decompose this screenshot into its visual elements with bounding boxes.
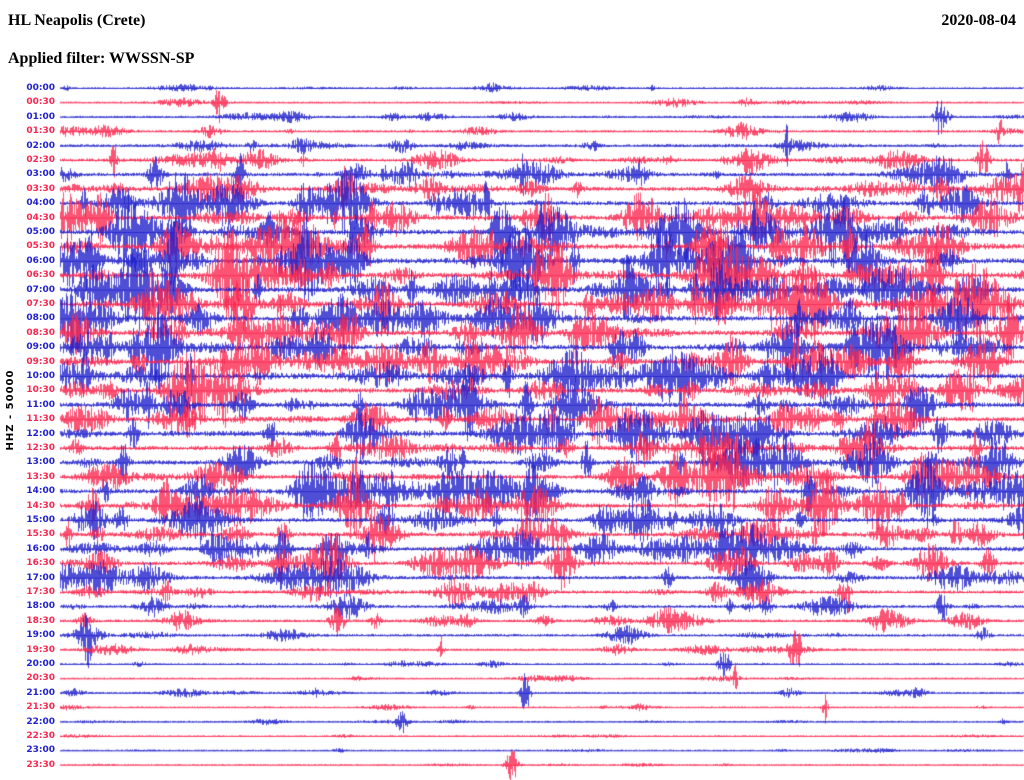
time-label-0700: 07:00 bbox=[26, 284, 55, 295]
time-label-2330: 23:30 bbox=[26, 759, 55, 770]
time-label-1830: 18:30 bbox=[26, 615, 55, 626]
time-label-1600: 16:00 bbox=[26, 543, 55, 554]
time-label-1900: 19:00 bbox=[26, 630, 55, 641]
time-label-0300: 03:00 bbox=[26, 169, 55, 180]
time-label-2200: 22:00 bbox=[26, 716, 55, 727]
time-label-1100: 11:00 bbox=[26, 399, 55, 410]
time-label-0800: 08:00 bbox=[26, 313, 55, 324]
time-label-1400: 14:00 bbox=[26, 486, 55, 497]
time-label-1030: 10:30 bbox=[26, 385, 55, 396]
time-label-1630: 16:30 bbox=[26, 558, 55, 569]
time-label-0930: 09:30 bbox=[26, 356, 55, 367]
time-label-0330: 03:30 bbox=[26, 183, 55, 194]
time-label-2030: 20:30 bbox=[26, 673, 55, 684]
time-label-1000: 10:00 bbox=[26, 371, 55, 381]
date-label: 2020-08-04 bbox=[941, 12, 1016, 29]
time-label-0200: 02:00 bbox=[26, 140, 55, 151]
time-label-2230: 22:30 bbox=[26, 731, 55, 741]
time-label-1230: 12:30 bbox=[26, 443, 55, 453]
time-label-1200: 12:00 bbox=[26, 428, 55, 439]
time-label-2000: 20:00 bbox=[26, 659, 55, 669]
time-label-1330: 13:30 bbox=[26, 471, 55, 482]
time-label-0400: 04:00 bbox=[26, 198, 55, 209]
time-label-2300: 23:00 bbox=[26, 745, 55, 756]
time-label-1300: 13:00 bbox=[26, 457, 55, 468]
time-label-0230: 02:30 bbox=[26, 155, 55, 165]
time-label-0100: 01:00 bbox=[26, 111, 55, 122]
time-label-0500: 05:00 bbox=[26, 227, 55, 237]
time-label-1730: 17:30 bbox=[26, 587, 55, 597]
time-label-0730: 07:30 bbox=[26, 299, 55, 309]
time-label-1930: 19:30 bbox=[26, 644, 55, 655]
time-label-0030: 00:30 bbox=[26, 97, 55, 108]
time-label-0830: 08:30 bbox=[26, 327, 55, 338]
filter-label: Applied filter: WWSSN-SP bbox=[8, 50, 195, 67]
time-label-0130: 01:30 bbox=[26, 126, 55, 137]
time-label-0900: 09:00 bbox=[26, 342, 55, 353]
time-label-1130: 11:30 bbox=[26, 414, 55, 425]
time-label-0630: 06:30 bbox=[26, 270, 55, 281]
time-label-1800: 18:00 bbox=[26, 601, 55, 612]
time-label-1530: 15:30 bbox=[26, 529, 55, 540]
station-title: HL Neapolis (Crete) bbox=[8, 12, 146, 29]
time-label-2100: 21:00 bbox=[26, 687, 55, 698]
time-label-0600: 06:00 bbox=[26, 255, 55, 266]
time-label-0430: 04:30 bbox=[26, 212, 55, 223]
time-label-1430: 14:30 bbox=[26, 500, 55, 511]
time-label-1700: 17:00 bbox=[26, 572, 55, 583]
time-label-0530: 05:30 bbox=[26, 241, 55, 252]
time-label-0000: 00:00 bbox=[26, 83, 55, 93]
time-label-2130: 21:30 bbox=[26, 702, 55, 713]
time-label-1500: 15:00 bbox=[26, 515, 55, 525]
